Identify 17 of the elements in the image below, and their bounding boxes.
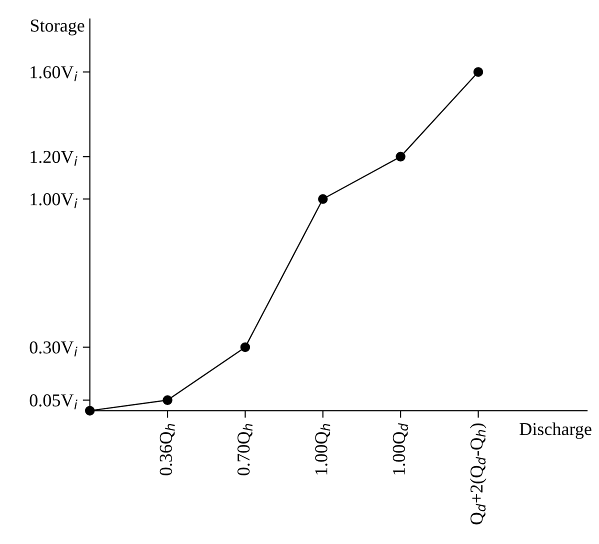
point (240, 342, 250, 352)
point (318, 194, 328, 204)
x-axis-title: Discharge (520, 422, 592, 439)
y-tick-label: 0.05V$_{i}$ (30, 394, 78, 410)
x-tick-label: 0.70Q$_{h}$ (237, 424, 252, 476)
y-tick-label: 1.60V$_{i}$ (30, 66, 78, 82)
y-axis-title: Storage (30, 20, 84, 36)
y-tick-label: 0.30V$_{i}$ (30, 341, 78, 356)
y-tick-label: 1.00V$_{i}$ (30, 193, 78, 208)
x-tick-label: 1.00Q$_{d}$ (392, 423, 408, 474)
point (396, 152, 406, 162)
y-tick-label: 1.20V$_{i}$ (30, 150, 78, 166)
point (162, 395, 172, 405)
point (473, 67, 484, 77)
x-tick-label: 0.36Q$_{h}$ (160, 424, 175, 476)
x-tick-label: Q$_{d}$+2(Q$_{d}$-Q$_{h}$) (470, 423, 486, 524)
x-tick-label: 1.00Q$_{h}$ (315, 424, 330, 474)
